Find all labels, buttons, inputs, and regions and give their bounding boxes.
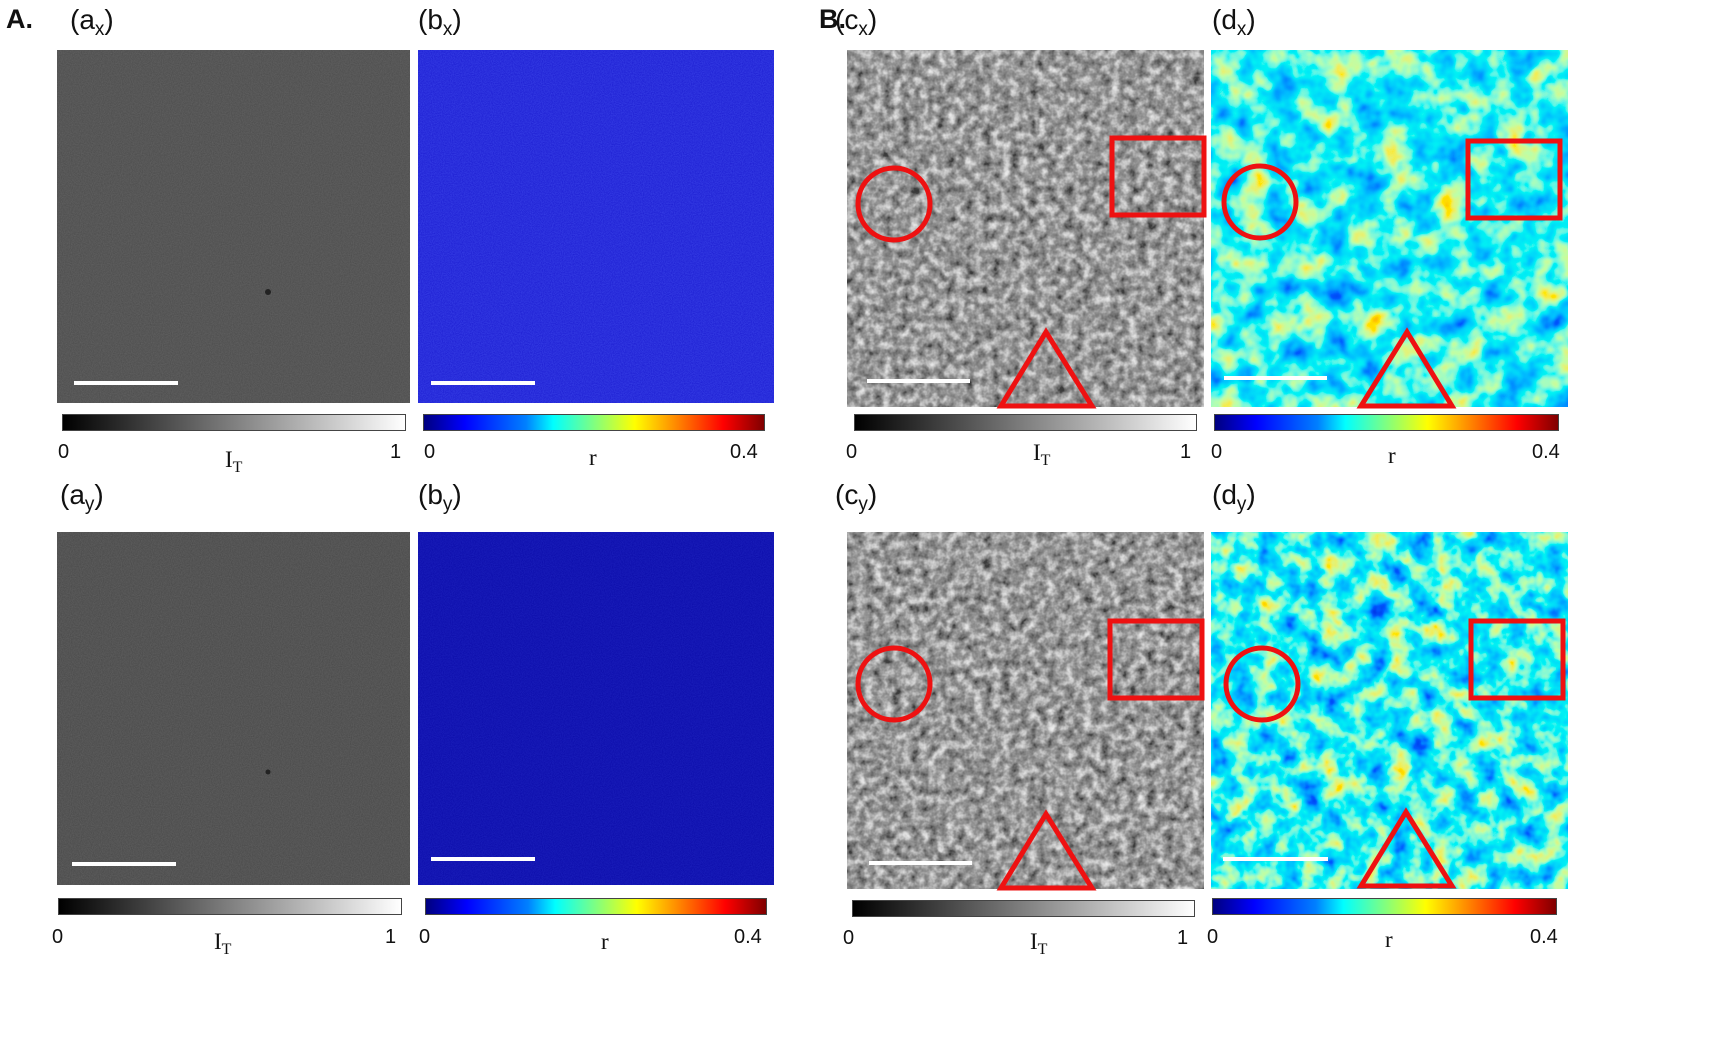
colorbar-ratio-dy <box>1212 898 1557 915</box>
section-label-b: B. <box>819 4 846 34</box>
annotation-triangle <box>1356 807 1457 889</box>
colorbar-ratio-dx <box>1214 414 1559 431</box>
colorbar-max: 0.4 <box>1532 441 1560 463</box>
scale-bar <box>431 857 535 861</box>
colorbar-min: 0 <box>52 926 64 948</box>
image-by-ratio <box>418 532 774 885</box>
panel-label-cx: (cx) <box>835 4 878 40</box>
annotation-circle <box>1223 645 1301 723</box>
colorbar-title: r <box>589 445 597 470</box>
annotation-circle <box>855 165 933 243</box>
panel-label-by: (by) <box>418 479 462 515</box>
scale-bar <box>867 379 970 383</box>
colorbar-min: 0 <box>1207 926 1219 948</box>
scale-bar <box>1224 376 1327 380</box>
panel-label-ax: (ax) <box>70 4 114 40</box>
image-ay-intensity <box>57 532 410 885</box>
colorbar-max: 0.4 <box>734 926 762 948</box>
colorbar-title: r <box>1385 927 1393 952</box>
annotation-circle <box>1221 163 1299 241</box>
panel-label-ay: (ay) <box>60 479 104 515</box>
annotation-triangle <box>1356 327 1457 409</box>
colorbar-min: 0 <box>419 926 431 948</box>
image-cy-intensity <box>847 532 1204 889</box>
annotation-circle <box>855 645 933 723</box>
colorbar-max: 0.4 <box>1530 926 1558 948</box>
scale-bar <box>74 381 178 385</box>
image-bx-ratio <box>418 50 774 403</box>
colorbar-title: r <box>601 929 609 954</box>
annotation-square <box>1465 138 1563 221</box>
colorbar-title: r <box>1388 443 1396 468</box>
scale-bar <box>1223 857 1328 861</box>
colorbar-title: IT <box>225 447 243 476</box>
annotation-triangle <box>996 327 1097 409</box>
colorbar-max: 1 <box>385 926 397 948</box>
annotation-triangle <box>996 809 1097 891</box>
image-dy-ratio <box>1211 532 1568 889</box>
colorbar-min: 0 <box>58 441 70 463</box>
panel-label-cy: (cy) <box>835 479 878 515</box>
colorbar-intensity-ax <box>62 414 406 431</box>
colorbar-ratio-bx <box>423 414 765 431</box>
colorbar-max: 1 <box>1180 441 1192 463</box>
colorbar-ratio-by <box>425 898 767 915</box>
colorbar-max: 1 <box>1177 927 1189 949</box>
section-label-a: A. <box>6 4 33 34</box>
panel-label-dx: (dx) <box>1212 4 1256 40</box>
panel-label-bx: (bx) <box>418 4 462 40</box>
scale-bar <box>72 862 176 866</box>
colorbar-min: 0 <box>1211 441 1223 463</box>
colorbar-intensity-cy <box>852 900 1195 917</box>
image-ax-intensity <box>57 50 410 403</box>
colorbar-title: IT <box>1030 929 1048 958</box>
colorbar-intensity-cx <box>854 414 1197 431</box>
colorbar-title: IT <box>214 929 232 958</box>
scale-bar <box>431 381 535 385</box>
scale-bar <box>869 861 972 865</box>
annotation-square <box>1468 618 1566 701</box>
colorbar-min: 0 <box>424 441 436 463</box>
colorbar-max: 1 <box>390 441 402 463</box>
colorbar-min: 0 <box>846 441 858 463</box>
annotation-square <box>1107 618 1205 701</box>
colorbar-min: 0 <box>843 927 855 949</box>
image-dx-ratio <box>1211 50 1568 407</box>
colorbar-title: IT <box>1033 440 1051 469</box>
panel-label-dy: (dy) <box>1212 479 1256 515</box>
annotation-square <box>1109 135 1207 218</box>
image-cx-intensity <box>847 50 1204 407</box>
colorbar-max: 0.4 <box>730 441 758 463</box>
colorbar-intensity-ay <box>58 898 402 915</box>
